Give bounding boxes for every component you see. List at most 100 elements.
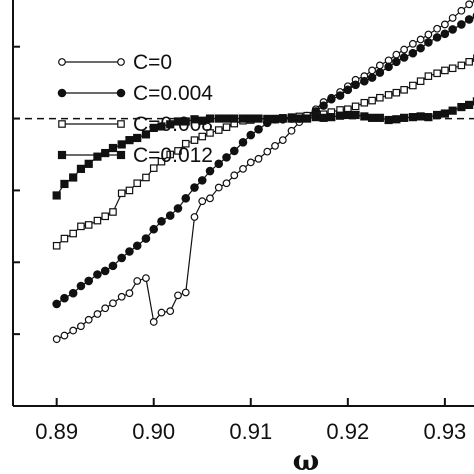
data-point <box>367 113 377 122</box>
data-point <box>351 80 360 90</box>
data-point <box>181 139 190 148</box>
data-point <box>368 96 376 105</box>
data-point <box>141 234 151 243</box>
data-point <box>239 164 247 173</box>
data-point <box>125 289 134 298</box>
data-point <box>68 288 78 298</box>
data-point <box>327 113 336 122</box>
data-point <box>69 326 78 335</box>
data-point <box>424 30 433 39</box>
data-point <box>181 117 190 126</box>
data-point <box>384 115 393 125</box>
data-point <box>93 310 102 318</box>
data-point <box>117 120 125 128</box>
data-point <box>424 38 433 47</box>
data-point <box>440 29 450 39</box>
data-point <box>457 102 466 112</box>
legend-label: C=0.004 <box>133 82 213 105</box>
data-point <box>117 140 126 149</box>
data-point <box>93 270 102 279</box>
data-point <box>142 274 150 282</box>
data-point <box>52 241 61 250</box>
data-point <box>205 114 215 123</box>
data-point <box>222 153 231 162</box>
data-point <box>149 123 158 133</box>
legend-item: C=0.008 <box>58 113 213 136</box>
data-point <box>254 125 263 134</box>
data-point <box>392 57 401 67</box>
data-point <box>69 173 78 182</box>
data-point <box>287 114 296 123</box>
data-point <box>448 106 457 115</box>
data-point <box>77 322 85 331</box>
data-point <box>465 100 474 110</box>
data-point <box>125 136 134 145</box>
series-4 <box>52 97 474 200</box>
x-axis-label: ω <box>293 444 320 474</box>
data-point <box>335 91 345 100</box>
data-point <box>263 147 272 156</box>
data-point <box>108 143 118 153</box>
data-point <box>351 110 360 120</box>
data-point <box>117 58 125 66</box>
series-2 <box>52 12 474 309</box>
data-point <box>278 114 287 123</box>
data-point <box>408 48 418 58</box>
data-point <box>327 94 336 104</box>
data-point <box>69 229 77 238</box>
data-point <box>101 212 110 221</box>
data-point <box>100 266 110 276</box>
data-point <box>416 43 425 53</box>
data-point <box>181 194 191 203</box>
data-point <box>109 299 117 308</box>
axes: 0.89 0.90 0.91 0.92 0.93 <box>12 0 474 444</box>
data-point <box>206 194 214 203</box>
data-point <box>424 72 433 80</box>
legend-label: C=0 <box>133 51 172 74</box>
x-tick-label: 0.92 <box>326 419 369 444</box>
data-point <box>57 150 67 160</box>
data-point <box>392 50 401 59</box>
data-point <box>190 183 199 192</box>
data-point <box>93 216 102 225</box>
legend-item: C=0 <box>58 51 172 74</box>
plot-area <box>52 0 474 344</box>
data-point <box>448 64 457 73</box>
data-point <box>77 222 85 231</box>
data-point <box>408 113 417 122</box>
data-point <box>302 114 312 123</box>
data-point <box>319 101 328 110</box>
data-point <box>133 179 142 188</box>
data-point <box>84 276 94 286</box>
data-point <box>416 112 425 121</box>
data-point <box>101 304 110 313</box>
data-point <box>440 109 449 118</box>
data-point <box>367 73 377 82</box>
data-point <box>424 113 433 122</box>
data-point <box>214 114 223 123</box>
data-point <box>190 136 199 144</box>
data-point <box>125 247 134 256</box>
data-point <box>351 102 360 111</box>
data-point <box>52 191 61 200</box>
data-point <box>58 58 66 66</box>
legend: C=0 C=0.004 C=0.008 C=0.012 <box>57 51 213 167</box>
data-point <box>254 154 263 163</box>
data-point <box>441 66 449 75</box>
data-point <box>222 114 231 123</box>
data-point <box>465 0 474 9</box>
data-point <box>433 69 441 78</box>
data-point <box>60 234 69 243</box>
data-point <box>384 91 393 99</box>
data-point <box>360 112 369 121</box>
data-point <box>246 114 255 123</box>
data-point <box>432 33 442 42</box>
data-point <box>400 45 409 54</box>
data-point <box>457 20 466 29</box>
data-point <box>409 81 417 90</box>
data-point <box>84 221 93 229</box>
data-point <box>173 117 183 126</box>
data-point <box>222 179 231 188</box>
data-point <box>222 123 231 131</box>
data-point <box>433 24 442 33</box>
